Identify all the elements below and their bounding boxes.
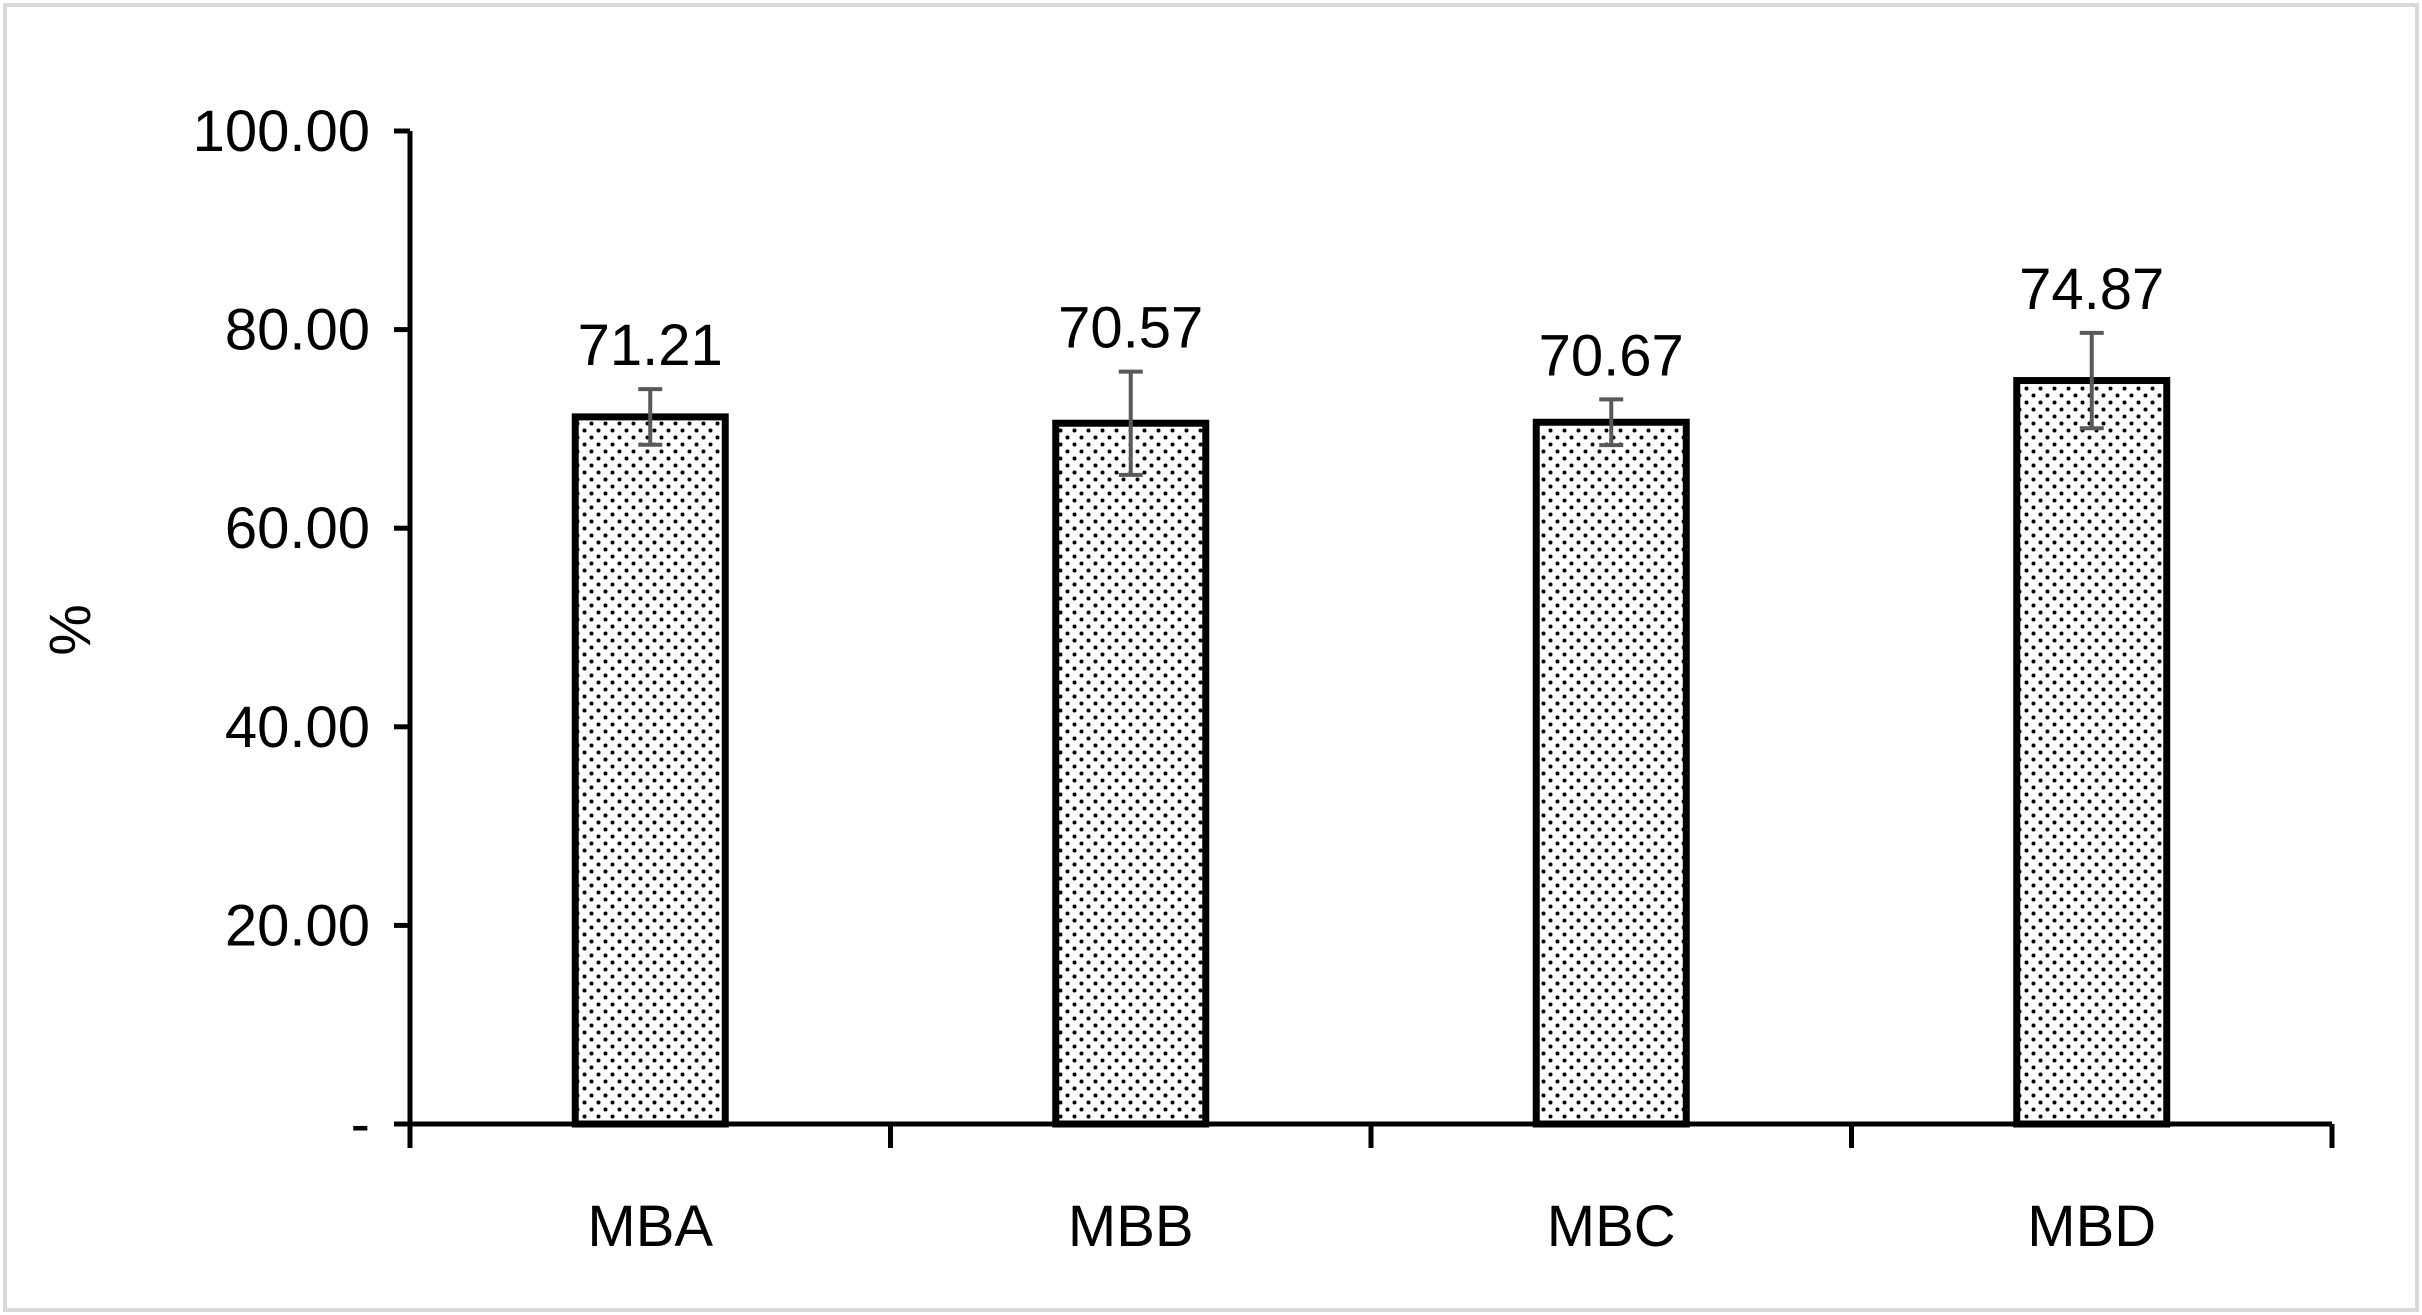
bar-mbc [1532, 418, 1690, 1128]
bar-mba [571, 413, 729, 1128]
data-label-mbc: 70.67 [1539, 323, 1684, 388]
y-tick-label: 60.00 [225, 496, 370, 561]
y-tick-label: 40.00 [225, 695, 370, 760]
bars [571, 377, 2171, 1128]
data-label-mba: 71.21 [578, 313, 723, 378]
y-axis-title: % [38, 604, 103, 656]
x-tick-label-mbc: MBC [1547, 1194, 1676, 1259]
y-tick-label: 20.00 [225, 893, 370, 958]
x-tick-label-mbd: MBD [2027, 1194, 2156, 1259]
y-tick-label: 80.00 [225, 298, 370, 363]
bar-mbd [2013, 377, 2171, 1128]
data-labels: 71.21 70.57 70.67 74.87 [578, 257, 2165, 389]
x-axis-ticks: MBA MBB MBC MBD [407, 1124, 2335, 1259]
x-tick-label-mba: MBA [587, 1194, 713, 1259]
y-axis-ticks: - 20.00 40.00 60.00 80.00 100.00 [193, 99, 410, 1157]
bar-mbb [1052, 419, 1210, 1128]
y-tick-label: - [351, 1092, 370, 1157]
error-bars [638, 330, 2104, 477]
x-tick-label-mbb: MBB [1068, 1194, 1194, 1259]
data-label-mbb: 70.57 [1058, 296, 1203, 361]
data-label-mbd: 74.87 [2019, 257, 2164, 322]
y-tick-label: 100.00 [193, 99, 370, 164]
